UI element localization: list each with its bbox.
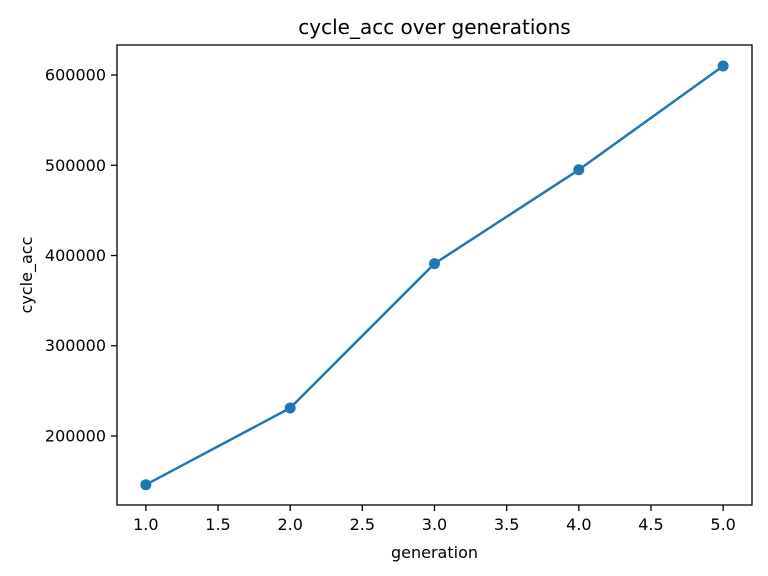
x-tick-label: 3.0 xyxy=(422,515,447,534)
data-point-marker xyxy=(573,164,585,176)
data-point-marker xyxy=(717,60,729,72)
x-tick-label: 2.5 xyxy=(350,515,375,534)
y-tick-label: 200000 xyxy=(45,426,106,445)
data-point-marker xyxy=(284,402,296,414)
x-tick-label: 4.0 xyxy=(566,515,591,534)
x-tick-label: 1.5 xyxy=(205,515,230,534)
y-axis-label: cycle_acc xyxy=(17,237,37,314)
x-tick-label: 1.0 xyxy=(133,515,158,534)
x-tick-label: 5.0 xyxy=(710,515,735,534)
y-tick-label: 600000 xyxy=(45,66,106,85)
x-tick-label: 2.0 xyxy=(277,515,302,534)
y-tick-label: 500000 xyxy=(45,156,106,175)
data-point-marker xyxy=(429,258,440,270)
x-tick-label: 3.5 xyxy=(494,515,519,534)
data-point-marker xyxy=(140,479,152,491)
chart-title: cycle_acc over generations xyxy=(298,15,570,39)
plot-layer: 1.0 1.5 2.0 2.5 3.0 3.5 4.0 4.5 5.0 200000 300000 4… xyxy=(45,60,736,534)
y-tick-label: 400000 xyxy=(45,246,106,265)
x-axis-label: generation xyxy=(391,543,478,562)
y-tick-label: 300000 xyxy=(45,336,106,355)
x-tick-label: 4.5 xyxy=(638,515,663,534)
